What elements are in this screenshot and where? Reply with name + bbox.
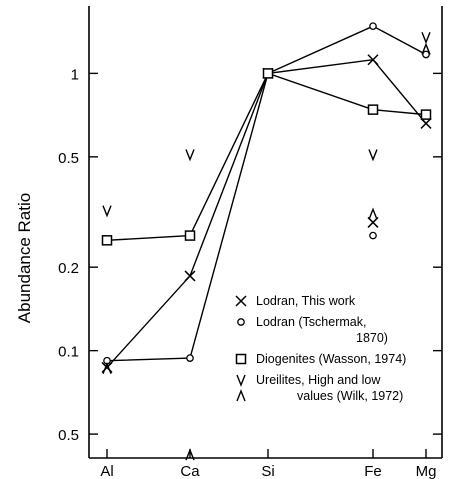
series-line [106, 72, 427, 242]
legend: Lodran, This work Lodran (Tschermak, 1870)… [235, 294, 406, 403]
square-marker [235, 353, 247, 365]
high-value-marker [421, 31, 431, 45]
high-value-marker [368, 149, 378, 162]
circle-marker [237, 318, 245, 326]
y-tick-label: 0.5 [58, 427, 79, 444]
legend-label: Lodran, This work [256, 294, 356, 308]
square-marker [184, 230, 196, 241]
square-marker [101, 235, 113, 246]
high-value-marker [236, 374, 246, 387]
x-marker [367, 54, 379, 66]
square-marker [262, 68, 274, 79]
y-tick-label: 0.2 [58, 260, 79, 277]
circle-marker [369, 22, 377, 31]
x-axis: Al Ca Si Fe Mg [100, 449, 436, 479]
square-marker [367, 104, 379, 115]
legend-label: Ureilites, High and low [256, 373, 381, 387]
low-value-marker [421, 42, 431, 55]
x-tick-label: Si [261, 463, 274, 479]
legend-label: 1870) [356, 331, 388, 345]
low-value-marker [236, 389, 246, 402]
low-value-marker [185, 448, 195, 461]
x-marker [420, 117, 432, 129]
legend-label: Lodran (Tschermak, [256, 315, 366, 329]
x-tick-label: Al [100, 463, 113, 479]
x-marker [235, 295, 247, 307]
y-tick-label: 0.1 [58, 344, 79, 361]
low-value-marker [368, 207, 378, 220]
y-axis: 0.5 0.1 0.2 0.5 1 [58, 66, 442, 444]
circle-marker [369, 231, 377, 240]
plot-frame [88, 6, 443, 459]
circle-marker [422, 50, 430, 59]
x-tick-label: Ca [180, 463, 200, 479]
high-value-marker [102, 205, 112, 218]
y-tick-label: 0.5 [58, 150, 79, 167]
x-tick-label: Fe [364, 463, 382, 479]
y-tick-label: 1 [71, 66, 79, 83]
square-marker [420, 109, 432, 120]
low-value-marker [102, 361, 112, 375]
y-axis-label: Abundance Ratio [15, 193, 34, 323]
high-value-marker [185, 149, 195, 162]
legend-label: Diogenites (Wasson, 1974) [256, 352, 406, 366]
legend-label: values (Wilk, 1972) [297, 389, 403, 403]
circle-marker [186, 354, 194, 362]
data-markers [101, 22, 432, 461]
x-marker [184, 270, 196, 282]
x-tick-label: Mg [416, 463, 437, 479]
x-marker [367, 216, 379, 228]
